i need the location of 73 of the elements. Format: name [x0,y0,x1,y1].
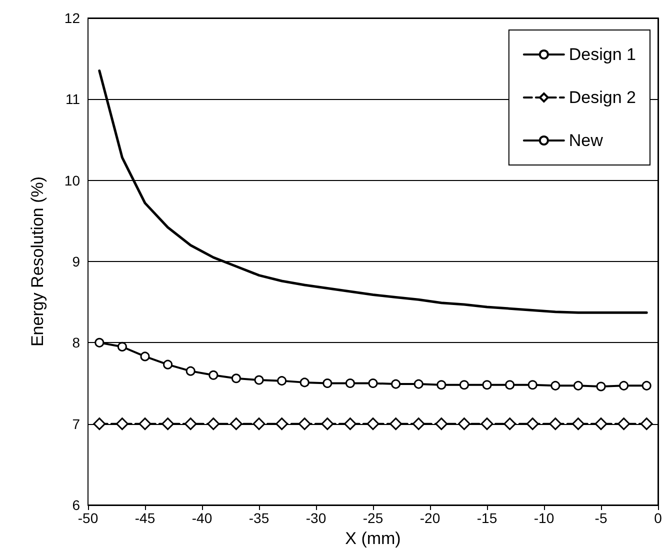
point [366,418,380,430]
x-tick-label: -15 [476,510,498,526]
x-axis-title: X (mm) [345,529,401,548]
y-tick-label: 8 [72,334,80,351]
point [435,418,448,430]
x-tick-label: -45 [134,510,156,526]
point [640,418,653,430]
y-tick-label: 10 [64,172,80,188]
point [458,418,470,430]
point [573,380,583,390]
y-tick-label: 6 [72,497,80,513]
point [163,360,173,370]
point [231,374,241,384]
point [277,376,287,386]
point [344,418,356,430]
point [322,378,332,388]
point [184,418,197,430]
point [162,418,174,430]
point [436,380,446,390]
legend-label: Design 1 [568,45,636,64]
y-tick-label: 7 [72,416,80,432]
point [254,375,264,385]
point [572,418,584,430]
point [619,380,629,390]
point [298,418,311,430]
point [391,379,401,389]
x-tick-label: -40 [192,510,212,526]
x-tick-label: -25 [362,510,384,526]
point [207,418,220,430]
point [117,342,127,352]
point [300,378,310,388]
point [138,418,152,430]
x-tick-label: -20 [420,510,440,526]
point [528,380,538,390]
point [459,380,469,390]
point [94,338,104,348]
y-axis-title: Energy Resolution (%) [28,176,47,347]
point [505,380,515,390]
x-tick-label: 0 [654,510,662,526]
y-tick-label: 12 [64,10,80,26]
point [368,378,378,388]
point [252,418,266,430]
legend-label: Design 2 [568,88,636,107]
point [230,418,242,430]
point [412,418,425,430]
point [550,380,560,390]
point [390,418,402,430]
point [596,382,606,392]
point [642,380,652,390]
x-tick-label: -50 [78,510,98,526]
point [414,379,424,389]
point [594,418,608,430]
point [276,418,288,430]
point [526,418,539,430]
x-tick-label: -10 [534,510,554,526]
point [186,366,196,376]
point [482,380,492,390]
y-tick-label: 9 [72,254,80,270]
point [549,418,562,430]
x-tick-label: -35 [248,510,270,526]
legend-label: New [568,131,604,150]
point [208,370,218,380]
point [345,378,355,388]
point [618,418,630,430]
point [504,418,516,430]
point [93,418,106,430]
x-tick-label: -5 [594,510,608,526]
point [116,418,128,430]
point [140,352,150,362]
x-tick-label: -30 [306,510,326,526]
point [480,418,494,430]
y-tick-label: 11 [65,91,80,108]
point [321,418,334,430]
